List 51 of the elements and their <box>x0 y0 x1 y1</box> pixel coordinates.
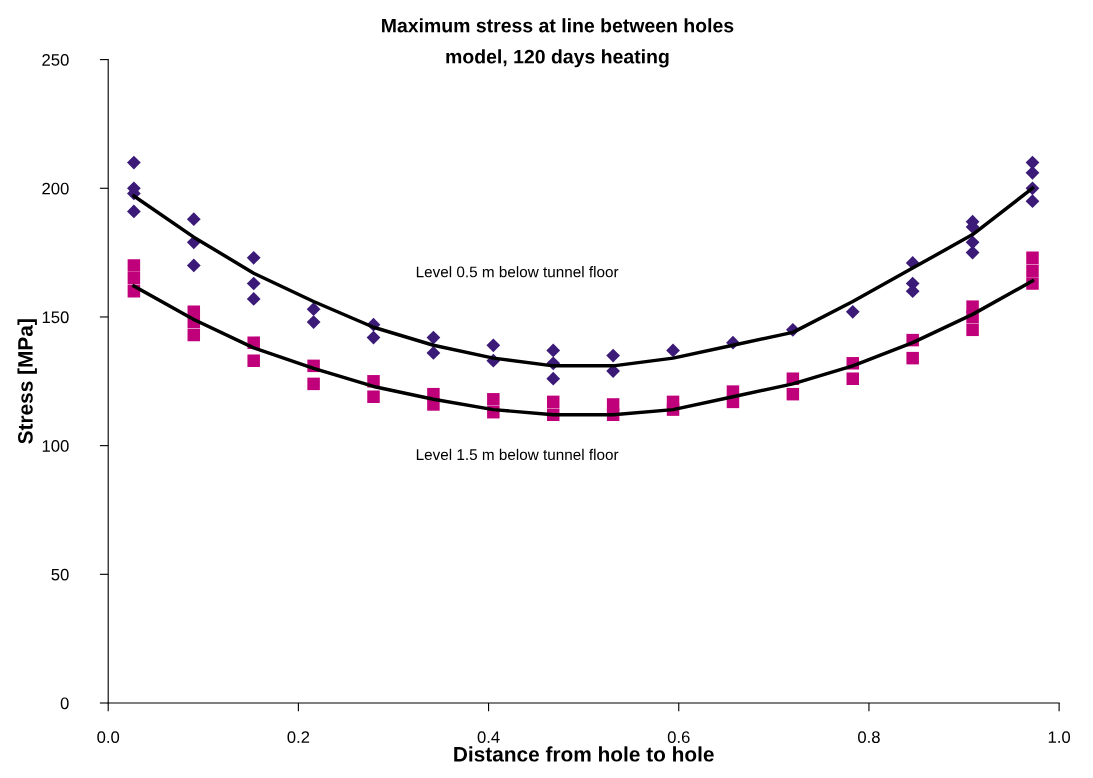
point <box>546 371 561 386</box>
y-tick-label: 100 <box>42 440 69 452</box>
y-tick-label: 200 <box>42 182 69 195</box>
point <box>546 343 561 358</box>
chart-title: Maximum stress at line between holes <box>382 18 734 33</box>
point <box>187 328 201 342</box>
point <box>546 395 560 409</box>
point <box>246 292 261 306</box>
y-tick-label: 0 <box>60 697 69 710</box>
point <box>1025 194 1040 209</box>
point <box>845 304 860 319</box>
y-axis-title: Stress [MPa] <box>17 319 37 444</box>
y-tick-label: 50 <box>51 568 69 581</box>
chart-subtitle: model, 120 days heating <box>446 49 669 68</box>
point <box>307 377 320 391</box>
annotation: Level 1.5 m below tunnel floor <box>416 448 619 461</box>
point <box>1026 264 1039 277</box>
point <box>127 272 141 285</box>
point <box>786 387 800 401</box>
point <box>306 315 321 329</box>
x-axis-title: Distance from hole to hole <box>454 746 714 762</box>
point <box>486 338 501 353</box>
x-tick-label: 0.6 <box>667 731 690 744</box>
x-tick-label: 0.2 <box>287 731 310 744</box>
point <box>966 323 979 337</box>
point <box>186 258 201 273</box>
y-tick-label: 250 <box>42 54 69 66</box>
point <box>246 250 261 265</box>
x-tick-label: 0.4 <box>477 731 500 744</box>
point <box>127 204 141 219</box>
point <box>426 346 441 360</box>
x-tick-label: 0.0 <box>97 731 120 744</box>
point <box>367 390 380 403</box>
x-tick-label: 1.0 <box>1048 731 1071 744</box>
point <box>306 302 321 317</box>
point <box>127 155 141 170</box>
point <box>965 245 980 260</box>
x-tick-label: 0.8 <box>858 731 880 744</box>
point <box>1025 165 1040 180</box>
point <box>487 393 500 406</box>
point <box>247 354 260 367</box>
annotation: Level 0.5 m below tunnel floor <box>416 266 619 278</box>
point <box>666 343 680 358</box>
point <box>846 372 860 385</box>
point <box>1026 251 1039 265</box>
y-tick-label: 150 <box>42 311 69 324</box>
point <box>606 348 621 363</box>
point <box>246 276 261 291</box>
point <box>127 259 141 272</box>
point <box>906 351 919 365</box>
point <box>186 212 201 227</box>
